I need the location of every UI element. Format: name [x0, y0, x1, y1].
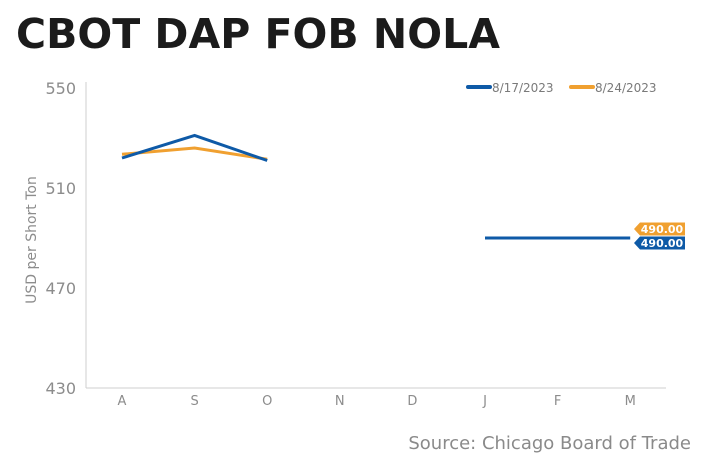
chart-title: CBOT DAP FOB NOLA: [16, 10, 500, 58]
x-tick-label: M: [625, 394, 636, 409]
x-tick-label: J: [482, 394, 487, 409]
legend-item: 8/24/2023: [569, 81, 657, 95]
series-line: [121, 133, 268, 162]
y-tick-label: 510: [45, 179, 76, 198]
end-tag: 490.00: [634, 236, 685, 250]
y-tick-label: 470: [45, 279, 76, 298]
end-tag-marker: [634, 222, 685, 236]
x-tick-label: A: [118, 394, 127, 409]
x-tick-label: S: [190, 394, 198, 409]
y-tick-label: 550: [45, 79, 76, 98]
y-tick-label: 430: [45, 379, 76, 398]
end-tag: 490.00: [634, 222, 685, 236]
series-line: [121, 146, 268, 161]
series-8-17-2023: [121, 133, 631, 240]
chart-axes: 430 470 510 550 A S O N D J F M USD per Short Ton: [24, 79, 666, 409]
legend-item: 8/17/2023: [466, 81, 554, 95]
x-tick-label: O: [262, 394, 272, 409]
x-tick-label: N: [335, 394, 345, 409]
chart-series: [121, 133, 631, 240]
y-axis-label: USD per Short Ton: [24, 176, 40, 304]
end-tag-marker: [634, 236, 685, 250]
end-tag-label: 490.00: [641, 223, 684, 236]
legend: 8/17/2023 8/24/2023: [466, 81, 657, 95]
source-note: Source: Chicago Board of Trade: [408, 433, 691, 454]
end-tag-label: 490.00: [641, 237, 684, 250]
x-tick-label: D: [407, 394, 417, 409]
series-8-24-2023: [121, 146, 268, 161]
x-tick-label: F: [554, 394, 561, 409]
legend-label: 8/24/2023: [595, 81, 657, 95]
legend-label: 8/17/2023: [492, 81, 554, 95]
